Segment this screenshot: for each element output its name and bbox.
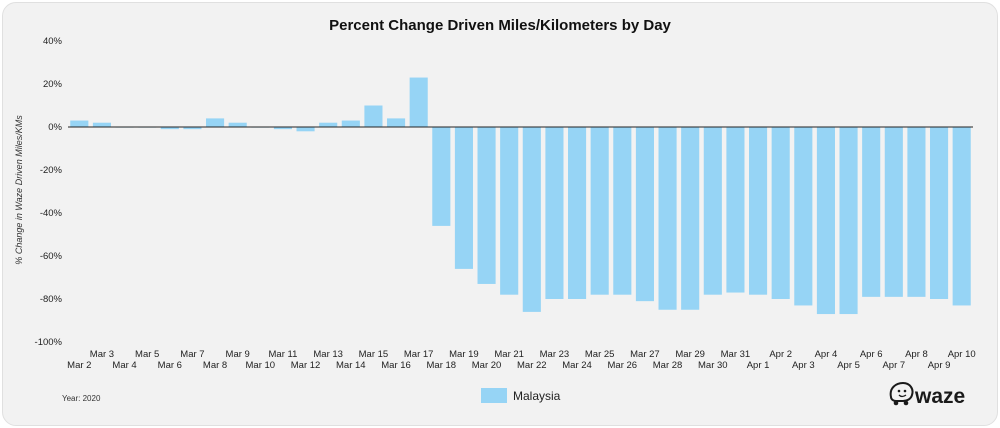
x-tick-label: Mar 26 [608,360,638,371]
bar [160,127,179,130]
bar [952,127,971,306]
x-tick-label: Mar 2 [67,360,91,371]
y-axis-ticks: 40% 20% 0% -20% -40% -60% -80% -100% [35,36,63,348]
x-tick-label: Mar 28 [653,360,683,371]
x-tick-label: Mar 31 [721,349,751,360]
waze-icon [889,381,914,406]
y-tick-label: 0% [48,122,62,133]
x-tick-label: Apr 8 [905,349,928,360]
bar [364,105,383,127]
bar [613,127,632,295]
bar [228,122,247,127]
x-tick-label: Mar 5 [135,349,159,360]
x-tick-label: Mar 16 [381,360,411,371]
y-tick-label: -100% [35,337,63,348]
x-tick-label: Mar 14 [336,360,366,371]
bar [703,127,722,295]
legend: Malaysia [481,388,561,403]
y-tick-label: -20% [40,165,63,176]
bar [749,127,768,295]
x-tick-label: Mar 11 [269,349,298,360]
bar [500,127,519,295]
y-tick-label: -60% [40,251,63,262]
y-axis-label: % Change in Waze Driven Miles/KMs [14,115,24,265]
y-tick-label: 20% [43,79,63,90]
x-tick-label: Mar 18 [427,360,457,371]
legend-swatch-malaysia [481,388,507,403]
bar [387,118,406,127]
bar [432,127,451,226]
bar [206,118,225,127]
x-tick-label: Mar 23 [540,349,570,360]
y-tick-label: -40% [40,208,63,219]
x-tick-label: Apr 3 [792,360,815,371]
y-tick-label: -80% [40,294,63,305]
bar [454,127,473,269]
x-tick-label: Mar 29 [675,349,705,360]
bar [771,127,790,299]
x-tick-label: Mar 25 [585,349,615,360]
x-tick-label: Mar 19 [449,349,479,360]
bar [70,120,89,127]
x-tick-label: Mar 22 [517,360,547,371]
x-tick-label: Mar 10 [246,360,276,371]
y-tick-label: 40% [43,36,63,47]
x-tick-label: Apr 4 [815,349,838,360]
waze-logo-text: waze [914,385,965,408]
x-tick-label: Apr 5 [837,360,860,371]
x-tick-label: Apr 1 [747,360,770,371]
x-tick-label: Mar 15 [359,349,389,360]
bar [930,127,949,299]
bar [658,127,677,310]
bar [726,127,745,293]
bar [884,127,903,297]
x-tick-label: Apr 6 [860,349,883,360]
chart-title: Percent Change Driven Miles/Kilometers b… [329,17,671,34]
bar [568,127,587,299]
x-tick-label: Mar 8 [203,360,227,371]
legend-label-malaysia: Malaysia [513,389,561,403]
bar [341,120,360,127]
x-tick-label: Mar 12 [291,360,321,371]
bar [635,127,654,302]
x-tick-label: Mar 4 [112,360,136,371]
bar [92,122,111,127]
x-tick-label: Mar 17 [404,349,434,360]
bar [477,127,496,284]
x-tick-label: Mar 9 [226,349,250,360]
x-tick-label: Mar 7 [180,349,204,360]
x-tick-label: Mar 21 [494,349,524,360]
x-tick-label: Apr 10 [948,349,976,360]
waze-logo: waze [889,381,965,408]
bar [681,127,700,310]
footnote-year: Year: 2020 [62,394,101,403]
bar [816,127,835,315]
x-tick-label: Apr 9 [928,360,951,371]
bars [70,77,971,315]
bar [545,127,564,299]
x-tick-label: Mar 30 [698,360,728,371]
x-tick-label: Mar 20 [472,360,502,371]
x-tick-label: Mar 27 [630,349,660,360]
bar [907,127,926,297]
bar [839,127,858,315]
x-tick-label: Mar 6 [158,360,182,371]
x-tick-label: Apr 2 [769,349,792,360]
x-tick-label: Mar 24 [562,360,592,371]
bar [319,122,338,127]
bar [409,77,428,127]
bar [522,127,541,312]
bar [862,127,881,297]
bar [183,127,202,130]
bar [273,127,292,130]
bar [794,127,813,306]
x-tick-label: Mar 3 [90,349,114,360]
bar [590,127,609,295]
x-tick-label: Mar 13 [313,349,343,360]
bar [296,127,315,132]
x-tick-label: Apr 7 [882,360,905,371]
